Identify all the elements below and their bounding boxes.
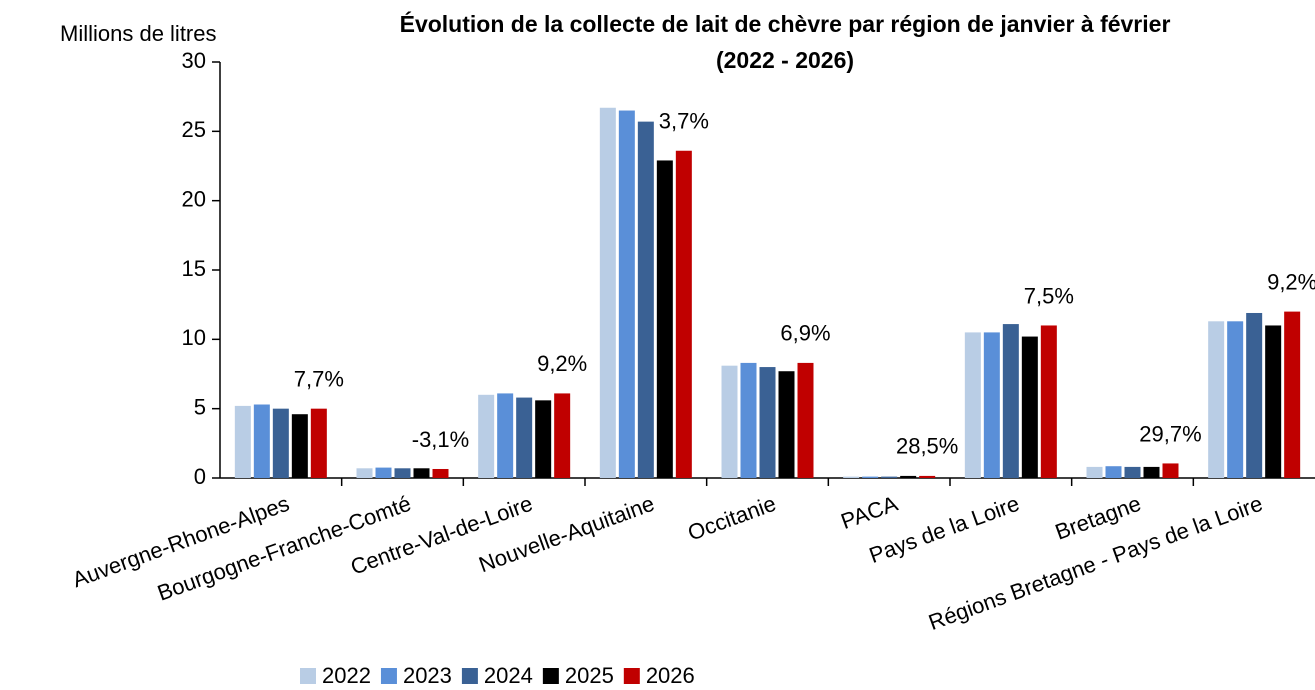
bar	[1265, 325, 1282, 478]
bar	[394, 468, 411, 478]
annotation: 7,7%	[294, 366, 344, 391]
bar	[1086, 466, 1103, 478]
bar	[535, 400, 552, 478]
bar	[478, 394, 495, 478]
bar	[272, 408, 289, 478]
annotation: 29,7%	[1139, 421, 1201, 446]
bar	[1227, 321, 1244, 478]
bar	[675, 150, 692, 478]
bar	[1040, 325, 1057, 478]
bar	[797, 362, 814, 478]
legend-swatch	[542, 668, 559, 684]
bar	[1002, 324, 1019, 478]
legend-label: 2025	[565, 663, 614, 688]
legend-swatch	[623, 668, 640, 684]
bar	[740, 362, 757, 478]
bar	[1284, 311, 1301, 478]
bar	[1143, 466, 1160, 478]
bar	[516, 397, 533, 478]
bar	[983, 332, 1000, 478]
annotation: -3,1%	[412, 427, 469, 452]
bar	[862, 476, 879, 478]
legend-label: 2026	[646, 663, 695, 688]
annotation: 28,5%	[896, 434, 958, 459]
bar	[618, 110, 635, 479]
x-tick-label: PACA	[838, 491, 902, 535]
bar	[721, 365, 738, 478]
legend-swatch	[380, 668, 397, 684]
legend-swatch	[461, 668, 478, 684]
bar	[310, 408, 327, 478]
bar	[900, 475, 917, 478]
bar	[599, 107, 616, 478]
y-tick-label: 15	[182, 256, 206, 281]
y-tick-label: 30	[182, 48, 206, 73]
annotation: 6,9%	[780, 321, 830, 346]
y-tick-label: 5	[194, 394, 206, 419]
chart-subtitle: (2022 - 2026)	[716, 47, 854, 73]
bar	[356, 468, 373, 478]
annotation: 9,2%	[537, 351, 587, 376]
y-axis-label: Millions de litres	[60, 21, 217, 46]
bar	[375, 467, 392, 478]
chart-title: Évolution de la collecte de lait de chèv…	[400, 10, 1171, 37]
bar	[778, 371, 795, 478]
y-tick-label: 25	[182, 117, 206, 142]
annotation: 7,5%	[1024, 283, 1074, 308]
bar	[919, 475, 936, 478]
y-tick-label: 20	[182, 186, 206, 211]
bar	[759, 367, 776, 478]
bar	[1124, 466, 1141, 478]
bar	[554, 393, 571, 478]
bar	[291, 414, 308, 478]
x-tick-label: Occitanie	[684, 491, 779, 546]
bar	[1162, 463, 1179, 478]
legend-label: 2023	[403, 663, 452, 688]
bar	[413, 468, 430, 478]
annotation: 9,2%	[1267, 269, 1315, 294]
bar	[637, 121, 654, 479]
bar	[234, 405, 251, 478]
legend-swatch	[300, 668, 316, 684]
bar	[1021, 336, 1038, 478]
legend-label: 2022	[322, 663, 371, 688]
y-tick-label: 10	[182, 325, 206, 350]
bar	[1105, 466, 1122, 478]
bar	[656, 160, 673, 478]
bar	[432, 468, 449, 478]
y-tick-label: 0	[194, 464, 206, 489]
annotation: 3,7%	[659, 109, 709, 134]
legend-label: 2024	[484, 663, 533, 688]
bar	[497, 393, 514, 478]
bar	[881, 476, 898, 478]
bar	[843, 476, 860, 478]
bar	[1208, 321, 1225, 478]
bar	[253, 404, 270, 478]
bar	[1246, 312, 1263, 478]
bar	[964, 332, 981, 478]
